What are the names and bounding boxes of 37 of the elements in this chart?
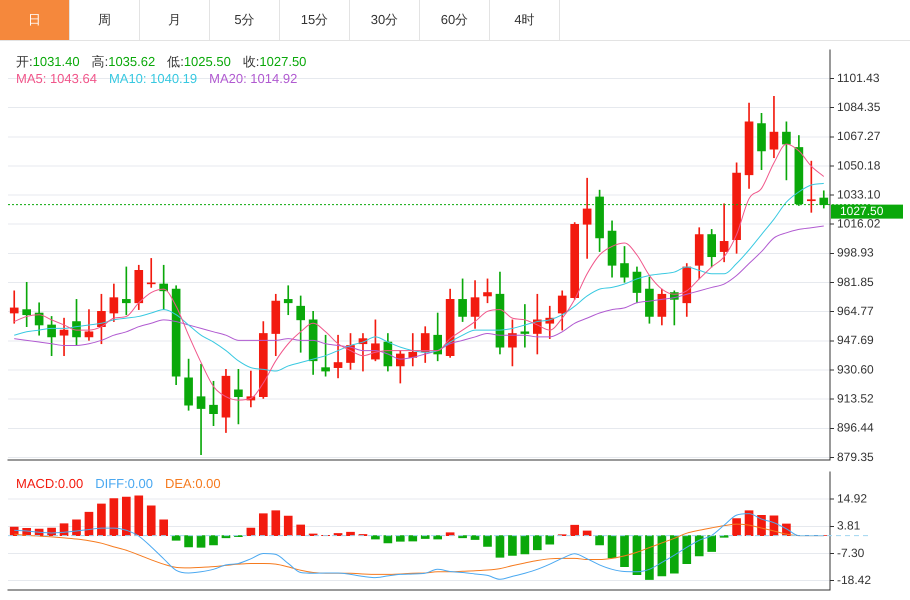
y-tick-label: 998.93 <box>837 246 874 260</box>
text: MA20: 1014.92 <box>209 71 298 86</box>
text: MA10: 1040.19 <box>108 71 198 86</box>
text: 周 <box>70 0 140 40</box>
series-label: MACD:0.00 <box>16 476 84 492</box>
y-tick-label: 930.60 <box>837 362 874 376</box>
text: 60分 <box>420 0 490 40</box>
y-tick-label: 1067.27 <box>837 129 881 144</box>
annotation: 低:1025.50 <box>167 54 231 70</box>
text: 30分 <box>350 0 420 40</box>
y-tick-label: 981.85 <box>837 274 874 289</box>
y-tick-label: 1033.10 <box>837 187 881 202</box>
y-tick-label: 879.35 <box>837 450 874 464</box>
y-tick-label: 947.69 <box>837 333 874 348</box>
y-tick-label: 14.92 <box>837 492 868 506</box>
text: 5分 <box>210 0 280 40</box>
annotation: 高:1035.62 <box>92 54 156 70</box>
ref-line-label: 1027.50 <box>840 204 884 218</box>
y-tick-label: 1084.35 <box>837 100 881 114</box>
text: DEA:0.00 <box>164 476 221 492</box>
annotation: 开:1031.40 <box>16 54 80 70</box>
y-tick-label: -18.42 <box>837 572 872 587</box>
y-tick-label: 1101.43 <box>837 70 880 85</box>
y-tick-label: 964.77 <box>837 304 874 318</box>
text: 4时 <box>490 0 560 40</box>
y-tick-label: -7.30 <box>837 546 865 560</box>
text: 15分 <box>280 0 350 40</box>
y-tick-label: 1016.02 <box>837 216 881 231</box>
y-tick-label: 1050.18 <box>837 158 881 172</box>
annotation: 收:1027.50 <box>242 54 306 70</box>
y-tick-label: 913.52 <box>837 391 874 406</box>
text: 月 <box>140 0 210 40</box>
text: 日 <box>0 0 70 40</box>
text: MA5: 1043.64 <box>16 71 97 86</box>
y-tick-label: 3.81 <box>837 518 861 533</box>
text: DIFF:0.00 <box>95 476 153 492</box>
y-tick-label: 896.44 <box>837 420 874 435</box>
